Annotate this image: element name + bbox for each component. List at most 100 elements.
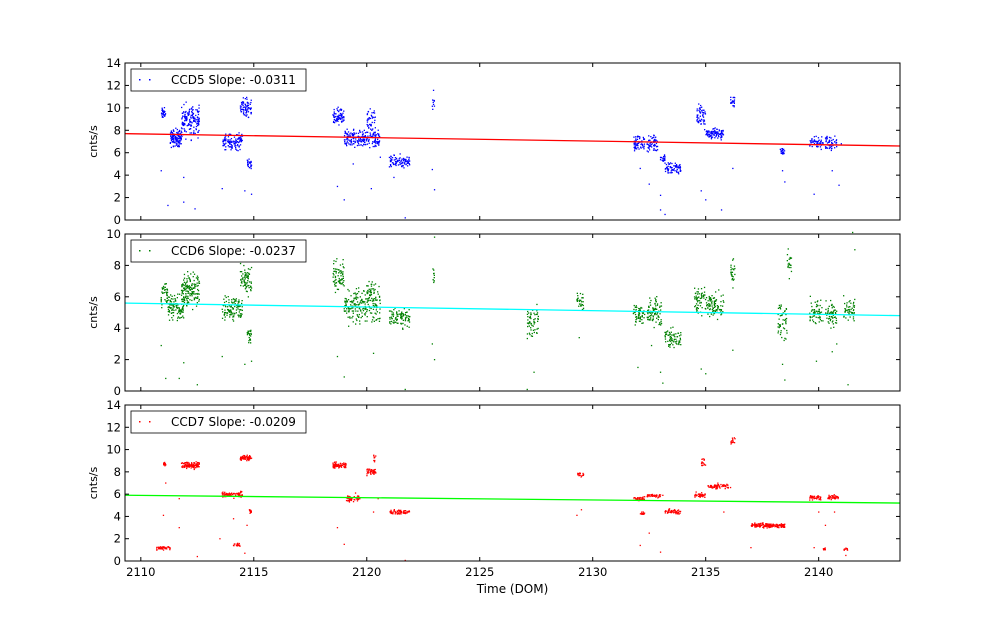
data-point bbox=[162, 292, 164, 294]
data-point bbox=[407, 162, 409, 164]
data-point bbox=[247, 268, 250, 270]
data-point bbox=[342, 112, 344, 114]
data-point bbox=[730, 442, 733, 444]
data-point bbox=[374, 303, 376, 305]
data-point bbox=[353, 298, 355, 300]
data-point bbox=[233, 136, 236, 138]
data-point bbox=[181, 135, 183, 138]
data-point bbox=[835, 140, 837, 142]
data-point bbox=[853, 312, 855, 315]
data-point bbox=[370, 128, 372, 130]
data-point bbox=[228, 494, 230, 496]
data-point bbox=[177, 293, 179, 295]
data-point bbox=[240, 457, 242, 459]
data-point bbox=[533, 319, 535, 321]
data-point bbox=[238, 306, 240, 308]
data-point bbox=[704, 294, 706, 296]
data-point bbox=[364, 144, 366, 146]
data-point bbox=[166, 294, 168, 297]
data-point bbox=[391, 511, 393, 513]
data-point bbox=[335, 120, 337, 123]
data-point bbox=[755, 523, 757, 526]
data-point bbox=[646, 150, 648, 152]
data-point bbox=[392, 162, 394, 164]
data-point bbox=[536, 313, 538, 316]
data-point bbox=[333, 114, 335, 116]
data-point bbox=[334, 285, 336, 287]
data-point bbox=[344, 130, 346, 132]
data-point bbox=[373, 284, 375, 286]
data-point bbox=[771, 525, 773, 527]
data-point bbox=[784, 526, 786, 528]
data-point bbox=[236, 145, 238, 147]
data-point bbox=[782, 327, 785, 329]
data-point bbox=[396, 319, 398, 321]
data-point bbox=[709, 300, 711, 302]
y-tick-label: 6 bbox=[114, 146, 121, 160]
data-point bbox=[832, 312, 834, 314]
ccd6-x-axis bbox=[140, 234, 820, 391]
data-point bbox=[368, 127, 370, 129]
outlier-point bbox=[372, 352, 375, 354]
data-point bbox=[175, 139, 177, 142]
data-point bbox=[196, 463, 199, 465]
data-point bbox=[702, 496, 704, 498]
data-point bbox=[826, 317, 828, 319]
data-point bbox=[366, 113, 368, 116]
data-point bbox=[431, 105, 433, 107]
data-point bbox=[659, 494, 662, 496]
data-point bbox=[707, 307, 709, 309]
data-point bbox=[352, 307, 354, 309]
data-point bbox=[375, 142, 377, 144]
data-point bbox=[665, 168, 667, 170]
data-point bbox=[669, 338, 672, 340]
data-point bbox=[168, 306, 170, 308]
data-point bbox=[188, 286, 190, 288]
data-point bbox=[581, 297, 583, 299]
y-tick-label: 0 bbox=[114, 213, 121, 227]
data-point bbox=[754, 526, 756, 528]
data-point bbox=[732, 100, 734, 102]
data-point bbox=[197, 123, 200, 125]
data-point bbox=[250, 101, 252, 104]
data-point bbox=[164, 463, 166, 465]
data-point bbox=[783, 328, 786, 330]
data-point bbox=[722, 300, 724, 302]
data-point bbox=[727, 487, 729, 489]
data-point bbox=[829, 495, 832, 498]
data-point bbox=[409, 315, 411, 318]
data-point bbox=[671, 171, 673, 174]
data-point bbox=[186, 297, 189, 299]
data-point bbox=[177, 145, 179, 147]
data-point bbox=[244, 106, 246, 108]
y-tick-label: 4 bbox=[114, 168, 121, 182]
data-point bbox=[346, 500, 349, 502]
data-point bbox=[189, 279, 191, 281]
data-point bbox=[831, 139, 833, 142]
data-point bbox=[198, 104, 200, 106]
data-point bbox=[195, 284, 197, 286]
data-point bbox=[396, 315, 398, 317]
data-point bbox=[530, 317, 532, 320]
data-point bbox=[722, 134, 724, 136]
data-point bbox=[789, 256, 791, 259]
data-point bbox=[813, 139, 816, 141]
data-point bbox=[192, 106, 194, 108]
data-point bbox=[724, 485, 726, 488]
data-point bbox=[696, 108, 698, 110]
data-point bbox=[655, 299, 657, 301]
data-point bbox=[397, 510, 399, 512]
data-point bbox=[376, 141, 379, 144]
data-point bbox=[234, 141, 236, 143]
data-point bbox=[670, 170, 672, 172]
data-point bbox=[173, 301, 175, 303]
data-point bbox=[337, 118, 339, 120]
data-point bbox=[232, 308, 234, 310]
data-point bbox=[809, 315, 811, 318]
data-point bbox=[770, 526, 772, 528]
data-point bbox=[787, 265, 789, 267]
data-point bbox=[715, 299, 717, 302]
data-point bbox=[704, 464, 706, 466]
data-point bbox=[375, 305, 378, 307]
data-point bbox=[198, 120, 200, 122]
